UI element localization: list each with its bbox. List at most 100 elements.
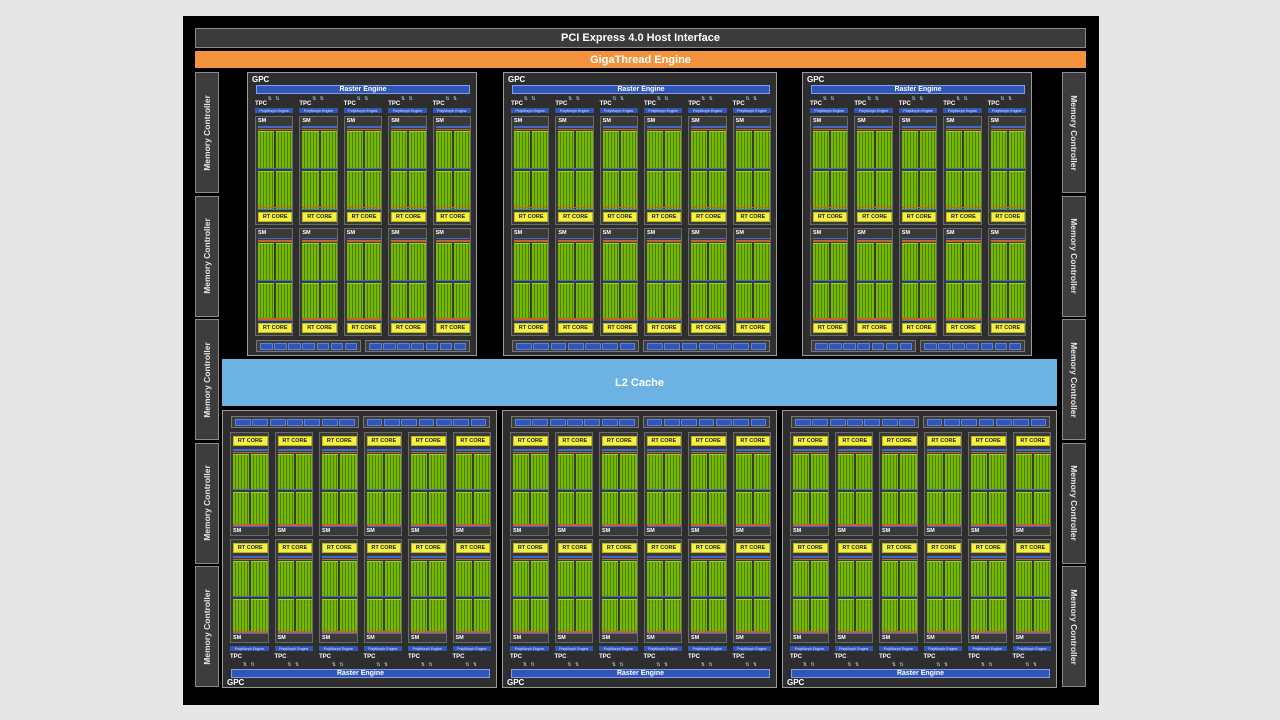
load-store-units bbox=[691, 631, 726, 633]
memory-controller: Memory Controller bbox=[195, 442, 219, 564]
load-store-units bbox=[813, 206, 848, 208]
sm-block: RT CORE SM bbox=[343, 116, 383, 225]
crossbar-cell bbox=[978, 419, 995, 426]
load-store-units bbox=[946, 318, 981, 320]
register-file bbox=[735, 488, 770, 490]
sm-label: SM bbox=[455, 635, 464, 641]
register-file bbox=[322, 595, 357, 597]
register-file bbox=[322, 633, 357, 635]
tpc-label: TPC bbox=[643, 654, 656, 660]
load-store-units bbox=[793, 631, 828, 633]
load-store-units bbox=[277, 524, 312, 526]
polymorph-engine: PolyMorph Engine bbox=[274, 646, 313, 651]
load-store-units bbox=[258, 318, 293, 320]
tpc-raster-arrows: ⇅ ⇅ bbox=[522, 662, 536, 668]
tpc-label: TPC bbox=[230, 654, 242, 660]
gpc: GPC Raster Engine ⇅ ⇅ ⇅ ⇅ ⇅ ⇅ ⇅ ⇅ ⇅ ⇅ TPC PolyMo… bbox=[247, 72, 477, 356]
sm-label: SM bbox=[946, 229, 955, 236]
warp-scheduler bbox=[857, 240, 892, 242]
crossbar-cell bbox=[857, 343, 871, 350]
crossbar-cell bbox=[550, 343, 567, 350]
rt-core: RT CORE bbox=[513, 543, 548, 553]
cuda-core-group bbox=[665, 282, 682, 321]
cuda-core-group bbox=[813, 242, 830, 281]
cuda-core-group bbox=[646, 454, 664, 489]
cuda-core-group bbox=[990, 171, 1007, 209]
register-file bbox=[322, 526, 357, 528]
cuda-core-group bbox=[364, 282, 382, 321]
instruction-cache bbox=[647, 126, 682, 128]
warp-scheduler bbox=[558, 240, 593, 242]
cuda-core-group bbox=[513, 598, 530, 633]
sm-label: SM bbox=[514, 118, 523, 124]
tpc-raster-arrows: ⇅ ⇅ bbox=[745, 662, 759, 668]
register-file bbox=[391, 320, 426, 322]
crossbar-cell bbox=[585, 343, 601, 350]
sm-label: SM bbox=[691, 528, 700, 534]
register-file bbox=[837, 488, 872, 490]
instruction-cache bbox=[602, 449, 637, 451]
cuda-core-group bbox=[620, 131, 638, 169]
sm-block: RT CORE SM bbox=[319, 432, 358, 536]
sm-block: RT CORE SM bbox=[363, 432, 402, 536]
sm-label: SM bbox=[513, 635, 522, 641]
cuda-core-group bbox=[276, 242, 293, 281]
cuda-core-group bbox=[735, 491, 753, 526]
register-file bbox=[233, 633, 268, 635]
sm-label: SM bbox=[691, 635, 700, 641]
register-file bbox=[901, 208, 937, 210]
tpc-raster-arrows: ⇅ ⇅ bbox=[611, 662, 625, 668]
cuda-core-group bbox=[532, 171, 549, 209]
cuda-core-group bbox=[391, 242, 408, 281]
polymorph-engine: PolyMorph Engine bbox=[644, 108, 683, 113]
crossbar-row bbox=[642, 416, 770, 428]
warp-scheduler bbox=[435, 240, 470, 242]
cuda-core-group bbox=[709, 131, 726, 169]
cuda-core-group bbox=[384, 598, 402, 633]
instruction-cache bbox=[1015, 449, 1050, 451]
register-file bbox=[990, 168, 1025, 170]
warp-scheduler bbox=[391, 240, 426, 242]
polymorph-engine: PolyMorph Engine bbox=[343, 108, 383, 113]
load-store-units bbox=[302, 206, 337, 208]
register-file bbox=[602, 526, 637, 528]
cuda-core-group bbox=[901, 131, 919, 169]
tpc-raster-arrows: ⇅ ⇅ bbox=[745, 96, 759, 102]
cuda-core-group bbox=[919, 171, 937, 209]
instruction-cache bbox=[691, 126, 726, 128]
cuda-core-group bbox=[646, 598, 664, 633]
load-store-units bbox=[455, 524, 490, 526]
load-store-units bbox=[971, 631, 1006, 633]
register-file bbox=[602, 488, 637, 490]
cuda-core-group bbox=[233, 598, 250, 633]
crossbar-cell bbox=[664, 343, 681, 350]
instruction-cache bbox=[971, 556, 1006, 558]
cuda-core-group bbox=[513, 491, 530, 526]
cuda-core-group bbox=[1033, 561, 1051, 596]
load-store-units bbox=[455, 631, 490, 633]
register-file bbox=[1015, 526, 1050, 528]
cuda-core-group bbox=[531, 454, 548, 489]
register-file bbox=[946, 168, 981, 170]
warp-scheduler bbox=[1015, 558, 1050, 560]
warp-scheduler bbox=[837, 451, 872, 453]
tpc-raster-arrows: ⇅ ⇅ bbox=[401, 96, 414, 102]
raster-engine: Raster Engine bbox=[256, 85, 470, 94]
cuda-core-group bbox=[602, 561, 619, 596]
polymorph-engine: PolyMorph Engine bbox=[943, 108, 982, 113]
register-file bbox=[258, 320, 293, 322]
cuda-core-group bbox=[620, 171, 638, 209]
cuda-core-group bbox=[602, 171, 619, 209]
crossbar-cell bbox=[601, 419, 618, 426]
cuda-core-group bbox=[514, 242, 531, 281]
register-file bbox=[346, 208, 382, 210]
cuda-core-group bbox=[1008, 242, 1026, 281]
instruction-cache bbox=[882, 449, 917, 451]
crossbar-cell bbox=[952, 343, 965, 350]
sm-label: SM bbox=[557, 635, 566, 641]
rt-core: RT CORE bbox=[411, 543, 446, 553]
register-file bbox=[233, 595, 268, 597]
cuda-core-group bbox=[384, 561, 402, 596]
crossbar-cell bbox=[980, 343, 994, 350]
instruction-cache bbox=[946, 126, 981, 128]
